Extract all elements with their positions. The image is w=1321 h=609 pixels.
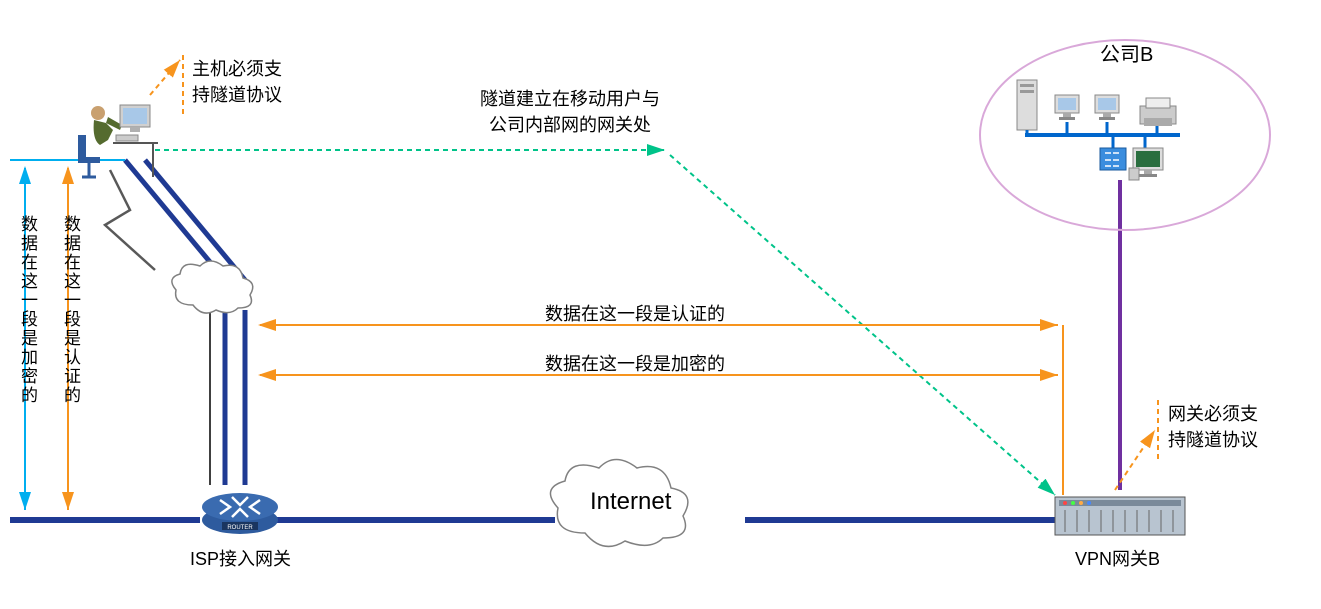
backbone-lines xyxy=(10,160,1120,520)
vpn-gateway-label: VPN网关B xyxy=(1075,545,1160,571)
cloud-isp xyxy=(172,261,253,313)
svg-text:ROUTER: ROUTER xyxy=(227,525,253,531)
vtext-encrypted: 数据在这一段是加密的 xyxy=(15,215,40,405)
vtext-authenticated: 数据在这一段是认证的 xyxy=(58,215,83,405)
tunnel-label: 隧道建立在移动用户与 公司内部网的网关处 xyxy=(480,85,660,137)
company-b-label: 公司B xyxy=(1100,38,1153,67)
isp-gateway-label: ISP接入网关 xyxy=(190,545,291,571)
router-icon: ROUTER xyxy=(202,493,278,534)
data-enc-h-label: 数据在这一段是加密的 xyxy=(545,350,725,376)
data-auth-h-label: 数据在这一段是认证的 xyxy=(545,300,725,326)
internet-label: Internet xyxy=(590,488,671,516)
gateway-support-label: 网关必须支 持隧道协议 xyxy=(1168,400,1258,452)
vpn-gateway-icon xyxy=(1055,497,1185,535)
user-icon xyxy=(78,105,158,177)
host-support-label: 主机必须支 持隧道协议 xyxy=(192,55,282,107)
company-b-network xyxy=(980,40,1270,230)
